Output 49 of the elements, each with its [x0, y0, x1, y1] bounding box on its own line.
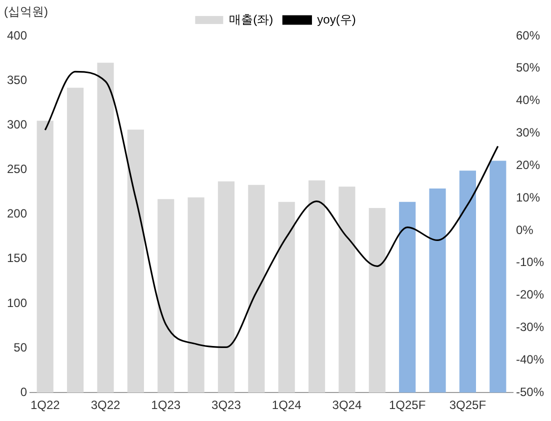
line-series [44, 70, 499, 348]
bar [188, 197, 204, 393]
y-tick-label: 250 [6, 162, 28, 176]
bar [36, 120, 54, 393]
y2-tick-label: -40% [516, 352, 544, 366]
bar [97, 62, 114, 393]
y2-tick-label: -20% [516, 288, 544, 302]
x-tick-label: 1Q25F [388, 398, 426, 412]
y2-tick-label: 20% [516, 158, 540, 172]
y2-tick-label: -50% [516, 384, 544, 399]
bar [278, 202, 295, 393]
legend-label: yoy(우) [317, 12, 356, 26]
y2-tick-label: -30% [516, 320, 544, 334]
x-tick-label: 1Q24 [272, 398, 302, 412]
bar [248, 184, 265, 393]
y-tick-label: 50 [14, 340, 28, 354]
y-tick-label: 300 [6, 117, 28, 132]
bar [308, 180, 326, 393]
bar [67, 88, 84, 393]
bar [368, 208, 386, 393]
bar [218, 181, 235, 393]
bar [429, 188, 446, 393]
y2-tick-label: 60% [516, 28, 540, 42]
y2-tick-label: 10% [516, 190, 540, 204]
x-tick-label: 3Q24 [332, 398, 362, 412]
bar [490, 160, 506, 393]
x-tick-label: 1Q22 [30, 398, 60, 412]
y2-tick-label: 40% [516, 93, 540, 108]
x-tick-label: 1Q23 [151, 398, 181, 412]
y-tick-label: 200 [6, 206, 28, 221]
x-tick-label: 3Q25F [449, 398, 486, 412]
y-tick-label: 100 [6, 296, 28, 310]
bar [127, 130, 144, 393]
bar [459, 170, 476, 393]
bar [338, 186, 356, 393]
y-tick-label: 350 [6, 72, 28, 87]
y-tick-label: 150 [6, 251, 28, 266]
y-axis-title: (십억원) [4, 4, 48, 18]
y2-tick-label: 30% [516, 126, 540, 140]
x-tick-label: 3Q22 [90, 398, 120, 412]
y-tick-label: 0 [20, 384, 28, 399]
bar [158, 199, 174, 393]
y2-tick-label: 0% [516, 222, 534, 237]
y2-tick-label: -10% [516, 255, 544, 270]
y2-tick-label: 50% [516, 60, 540, 75]
y-tick-label: 400 [6, 28, 28, 42]
x-tick-label: 3Q23 [212, 398, 242, 412]
legend-label: 매출(좌) [229, 12, 274, 26]
bar [399, 202, 416, 393]
